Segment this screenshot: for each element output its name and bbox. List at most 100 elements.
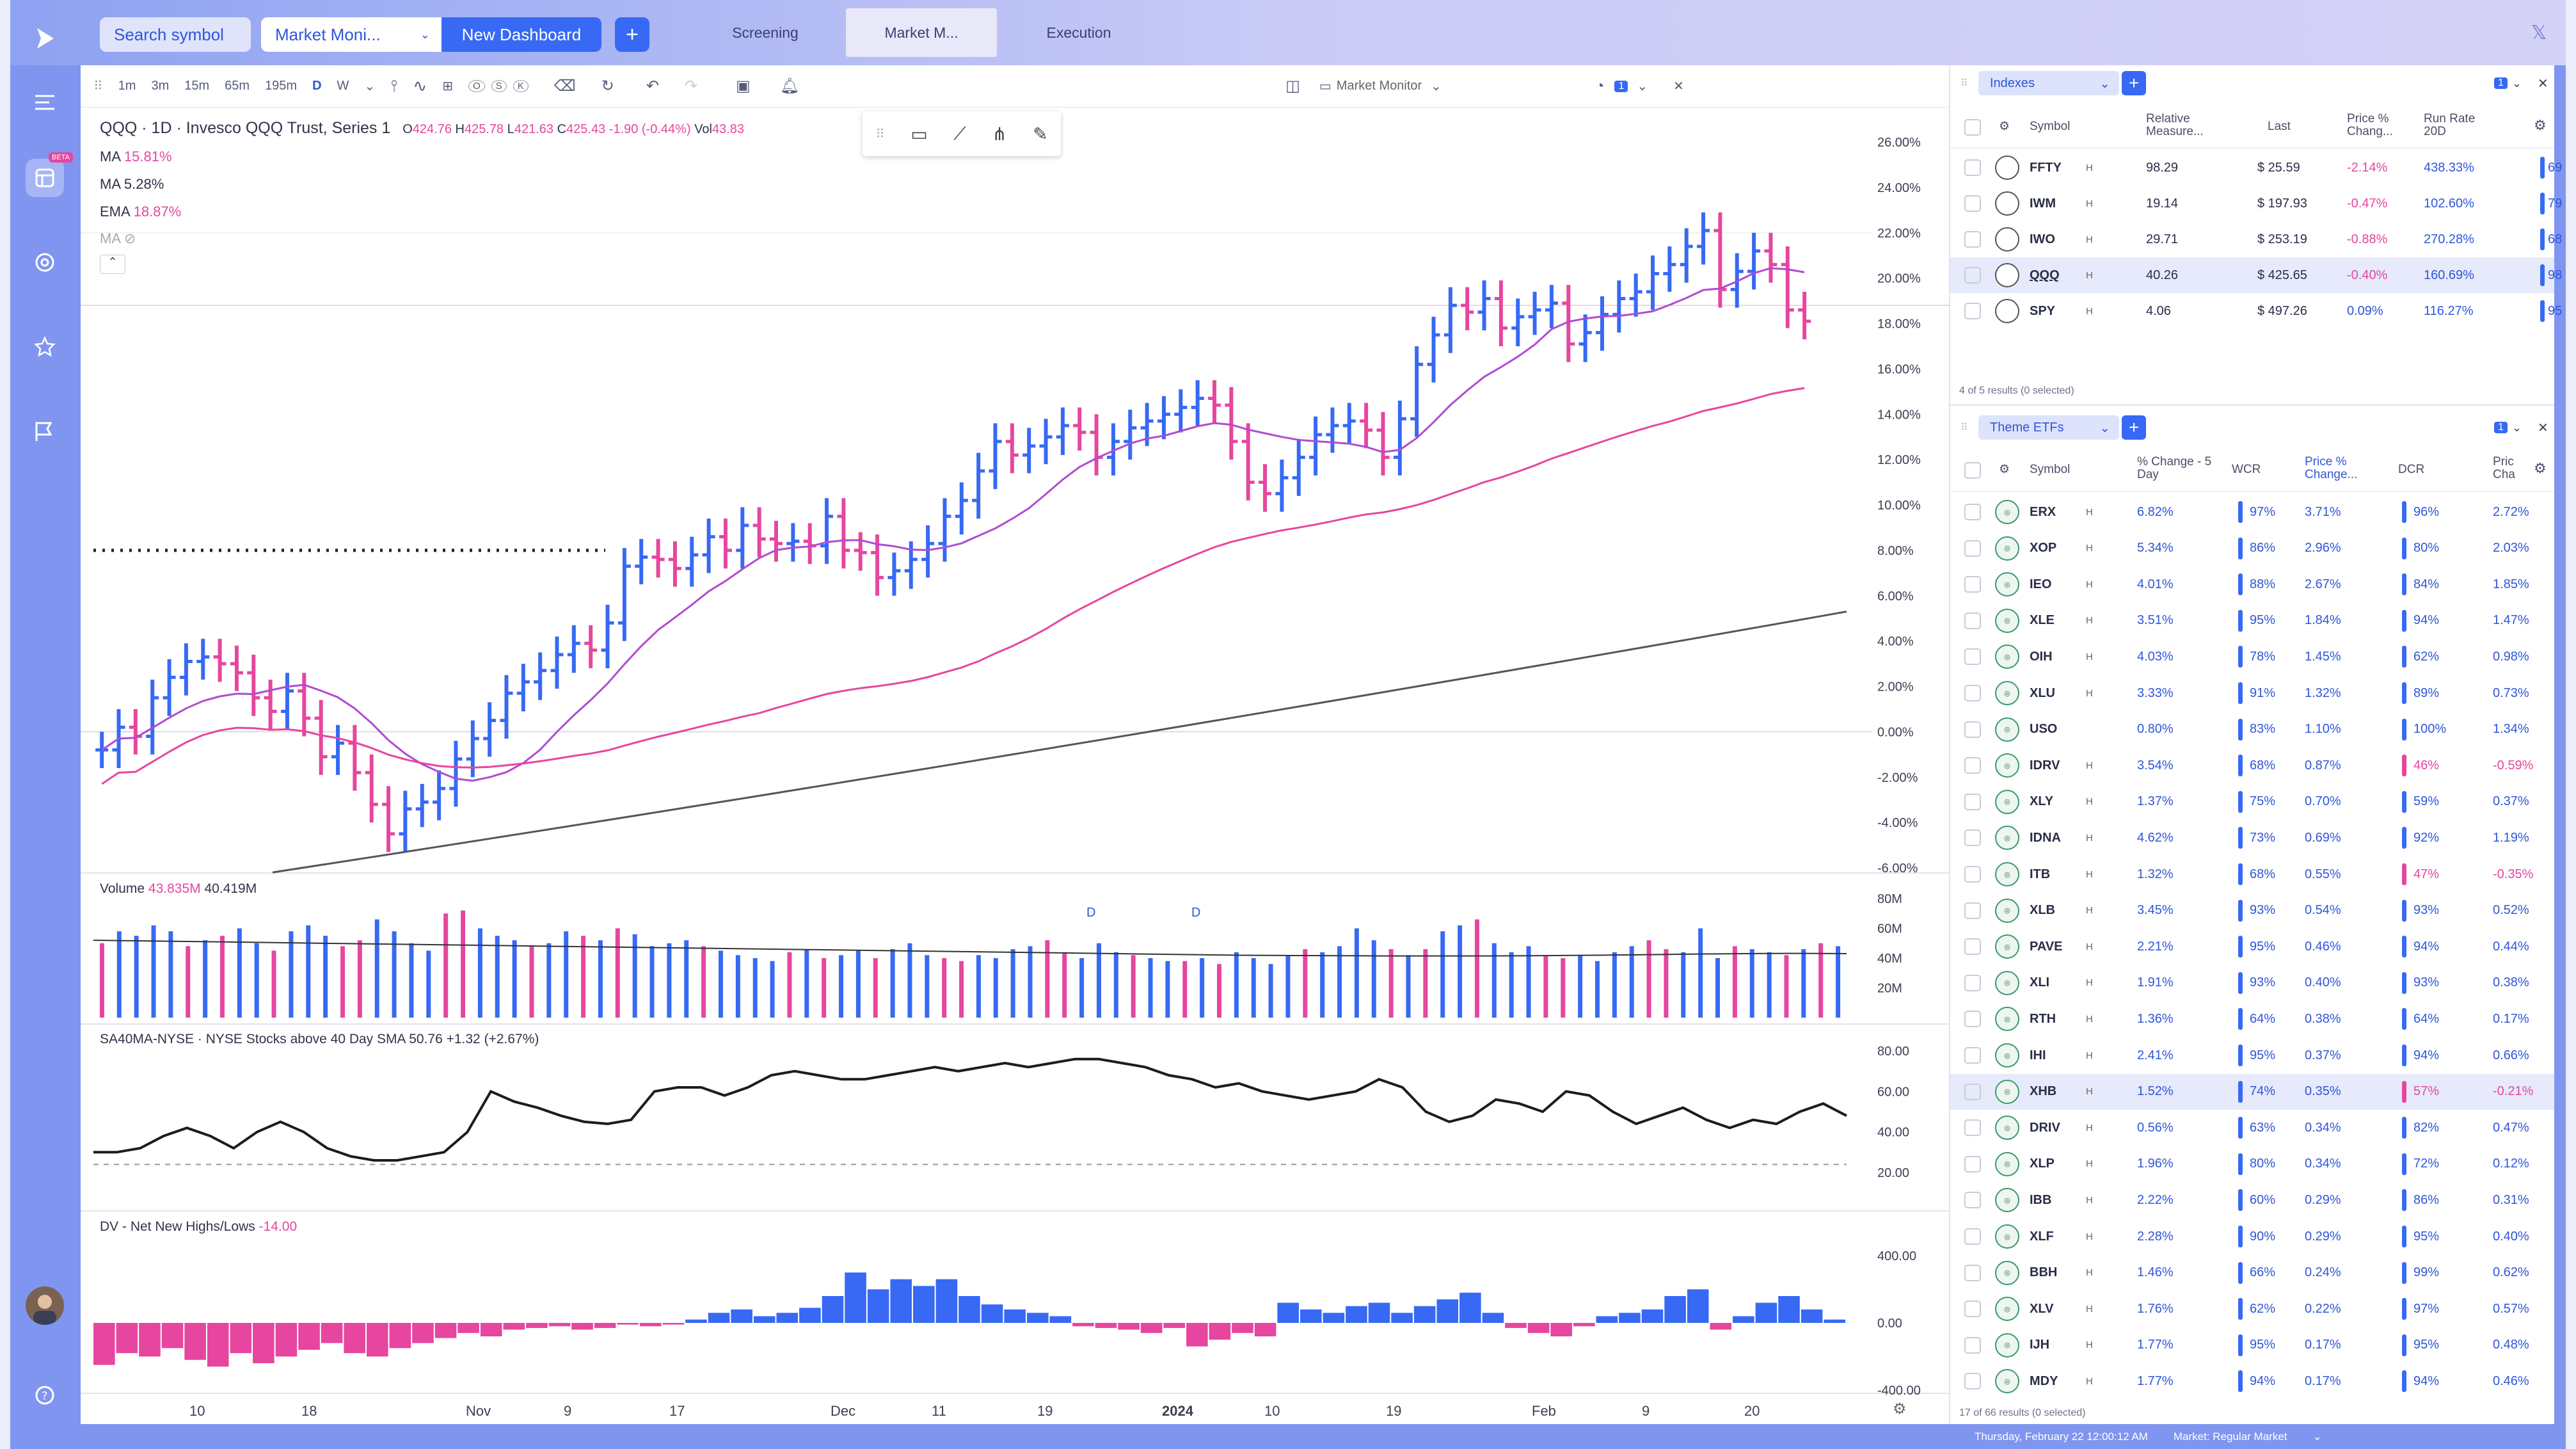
theme-etfs-add-button[interactable]: + [2122, 415, 2146, 440]
indexes-link-badge[interactable]: 1 [2494, 77, 2508, 89]
symbol-text[interactable]: ITB [2030, 867, 2051, 881]
help-icon[interactable]: ? [26, 1376, 64, 1414]
symbol-text[interactable]: IWO [2030, 232, 2055, 246]
row-checkbox[interactable] [1964, 938, 1981, 956]
table-row[interactable]: ◎ XLY H 1.37% 75% 0.70% 59% 0.37% [1950, 784, 2554, 820]
table-row[interactable]: ◎ OIH H 4.03% 78% 1.45% 62% 0.98% [1950, 639, 2554, 675]
target-icon[interactable] [26, 243, 64, 282]
bar-style-icon[interactable]: ⫯ [390, 76, 398, 95]
symbol-text[interactable]: IDRV [2030, 758, 2060, 773]
symbol-text[interactable]: XLE [2030, 613, 2055, 628]
table-row[interactable]: ◎ XLI H 1.91% 93% 0.40% 93% 0.38% [1950, 965, 2554, 1001]
row-checkbox[interactable] [1964, 612, 1981, 629]
table-row[interactable]: ◎ PAVE H 2.21% 95% 0.46% 94% 0.44% [1950, 929, 2554, 965]
avatar[interactable] [26, 1286, 64, 1325]
table-row[interactable]: ◎ XLU H 3.33% 91% 1.32% 89% 0.73% [1950, 675, 2554, 711]
logo-icon[interactable] [26, 19, 64, 58]
chevron-down-icon[interactable]: ⌄ [2512, 420, 2522, 434]
indicators-icon[interactable]: ∿ [413, 76, 427, 95]
table-row[interactable]: ◎ ITB H 1.32% 68% 0.55% 47% -0.35% [1950, 856, 2554, 892]
table-row[interactable]: IWO H 29.71 $ 253.19 -0.88% 270.28% 68 [1950, 221, 2562, 257]
table-row[interactable]: ◎ XOP H 5.34% 86% 2.96% 80% 2.03% [1950, 531, 2554, 566]
row-checkbox[interactable] [1964, 1264, 1981, 1281]
row-checkbox[interactable] [1964, 195, 1981, 212]
symbol-text[interactable]: XLP [2030, 1157, 2055, 1171]
row-checkbox[interactable] [1964, 902, 1981, 919]
col-price-change[interactable]: Price % Change... [2305, 455, 2358, 481]
table-row[interactable]: ◎ XLP H 1.96% 80% 0.34% 72% 0.12% [1950, 1146, 2554, 1182]
col-symbol[interactable]: Symbol [2030, 463, 2071, 476]
search-symbol-button[interactable]: Search symbol [100, 17, 251, 52]
comment-icon[interactable]: ▭ [910, 124, 928, 144]
tab-market-monitor[interactable]: Market M... [846, 8, 997, 57]
row-checkbox[interactable] [1964, 540, 1981, 557]
col-wcr[interactable]: WCR [2232, 463, 2261, 476]
table-row[interactable]: FFTY H 98.29 $ 25.59 -2.14% 438.33% 69 [1950, 150, 2562, 186]
symbol-text[interactable]: QQQ [2030, 268, 2060, 282]
indexes-select[interactable]: Indexes ⌄ [1978, 71, 2119, 95]
drag-handle-icon[interactable]: ⠿ [875, 127, 885, 141]
settings-gear-icon[interactable]: ⚙ [1893, 1400, 1907, 1418]
grid-icon[interactable]: ⊞ [442, 79, 454, 93]
col-dcr[interactable]: DCR [2398, 463, 2425, 476]
table-row[interactable]: IWM H 19.14 $ 197.93 -0.47% 102.60% 79 [1950, 186, 2562, 221]
interval-w[interactable]: W [337, 79, 349, 93]
symbol-text[interactable]: XLV [2030, 1301, 2054, 1316]
ma1-legend[interactable]: MA 15.81% [100, 148, 172, 165]
gear-icon[interactable]: ⚙ [1999, 120, 2010, 133]
symbol-text[interactable]: XLU [2030, 685, 2055, 700]
row-checkbox[interactable] [1964, 757, 1981, 774]
table-row[interactable]: ◎ XHB H 1.52% 74% 0.35% 57% -0.21% [1950, 1073, 2554, 1110]
toggle-o[interactable]: O [468, 80, 485, 92]
drag-handle-icon[interactable]: ⠿ [93, 79, 103, 93]
col-change-5day[interactable]: % Change - 5 Day [2137, 455, 2212, 481]
row-checkbox[interactable] [1964, 576, 1981, 593]
dashboard-select[interactable]: Market Moni... ⌄ [261, 17, 441, 52]
row-checkbox[interactable] [1964, 1373, 1981, 1390]
chevron-down-icon[interactable]: ⌄ [1637, 79, 1648, 93]
col-price-change[interactable]: Price % Chang... [2347, 112, 2393, 138]
table-row[interactable]: ◎ IEO H 4.01% 88% 2.67% 84% 1.85% [1950, 566, 2554, 602]
symbol-text[interactable]: IWM [2030, 196, 2056, 211]
table-row[interactable]: ◎ XLE H 3.51% 95% 1.84% 94% 1.47% [1950, 603, 2554, 639]
symbol-text[interactable]: XLB [2030, 903, 2055, 918]
layout-name[interactable]: Market Monitor [1336, 79, 1422, 93]
interval-15m[interactable]: 15m [184, 79, 210, 93]
symbol-text[interactable]: IDNA [2030, 830, 2061, 845]
indexes-add-button[interactable]: + [2122, 71, 2146, 95]
symbol-text[interactable]: FFTY [2030, 160, 2062, 175]
link-count-badge[interactable]: 1 [1614, 80, 1628, 92]
row-checkbox[interactable] [1964, 231, 1981, 248]
symbol-text[interactable]: USO [2030, 722, 2058, 737]
interval-195m[interactable]: 195m [265, 79, 298, 93]
symbol-text[interactable]: XLF [2030, 1229, 2054, 1244]
row-checkbox[interactable] [1964, 1155, 1981, 1173]
new-dashboard-button[interactable]: New Dashboard [441, 17, 601, 52]
symbol-text[interactable]: XLI [2030, 975, 2050, 990]
table-row[interactable]: ◎ IDNA H 4.62% 73% 0.69% 92% 1.19% [1950, 820, 2554, 856]
table-row[interactable]: ◎ XLV H 1.76% 62% 0.22% 97% 0.57% [1950, 1291, 2554, 1327]
row-checkbox[interactable] [1964, 303, 1981, 319]
row-checkbox[interactable] [1964, 648, 1981, 666]
col-relative-measure[interactable]: Relative Measure... [2146, 112, 2204, 138]
chevron-down-icon[interactable]: ⌄ [2512, 76, 2522, 90]
eraser-icon[interactable]: ⌫ [553, 77, 576, 95]
close-icon[interactable]: ✕ [2538, 420, 2548, 435]
table-row[interactable]: ◎ XLF H 2.28% 90% 0.29% 95% 0.40% [1950, 1219, 2554, 1254]
toggle-s[interactable]: S [491, 80, 507, 92]
row-checkbox[interactable] [1964, 1011, 1981, 1028]
trendline-icon[interactable]: ⟋ [953, 123, 966, 143]
col-last[interactable]: Last [2268, 120, 2291, 133]
row-checkbox[interactable] [1964, 866, 1981, 883]
chevron-down-icon[interactable]: ⌄ [1431, 79, 1442, 93]
toggle-k[interactable]: K [513, 80, 529, 92]
symbol-text[interactable]: IBB [2030, 1192, 2052, 1207]
symbol-text[interactable]: IJH [2030, 1338, 2050, 1352]
row-checkbox[interactable] [1964, 267, 1981, 284]
symbol-text[interactable]: IEO [2030, 577, 2052, 591]
symbol-text[interactable]: PAVE [2030, 939, 2063, 954]
interval-3m[interactable]: 3m [151, 79, 170, 93]
eye-off-icon[interactable]: ⊘ [123, 230, 136, 246]
row-checkbox[interactable] [1964, 721, 1981, 738]
drag-handle-icon[interactable]: ⠿ [1960, 78, 1968, 89]
